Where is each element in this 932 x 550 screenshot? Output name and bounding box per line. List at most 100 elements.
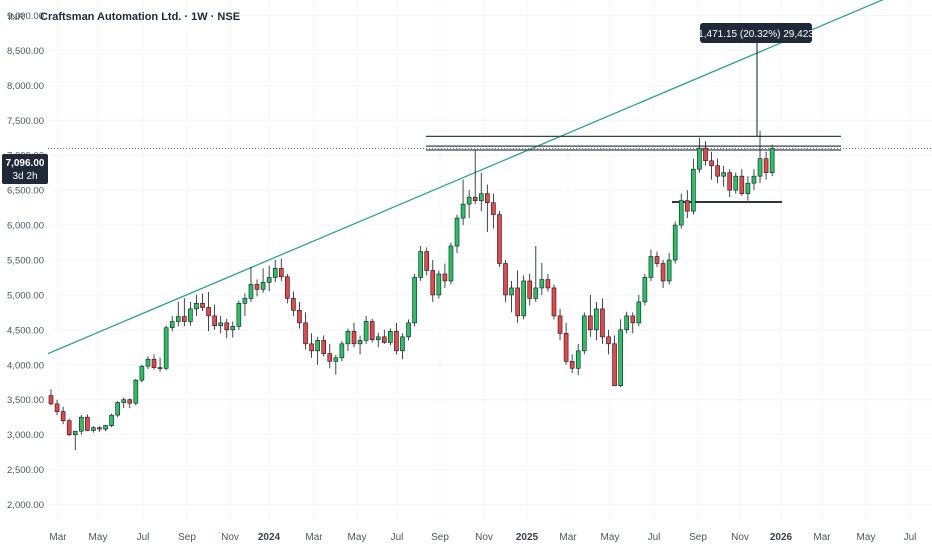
candle-body xyxy=(200,303,205,308)
candle-body xyxy=(763,158,769,173)
candle xyxy=(400,333,405,360)
candle-body xyxy=(606,336,611,345)
candle xyxy=(363,315,369,344)
time-tick-label: Nov xyxy=(221,532,239,543)
price-tick-label: 4,000.00 xyxy=(7,360,44,371)
candle-body xyxy=(91,427,96,431)
candle xyxy=(721,165,726,187)
candle xyxy=(79,415,84,435)
candle-body xyxy=(266,277,272,283)
candle xyxy=(260,268,266,293)
candle-body xyxy=(569,361,575,369)
price-tick-label: 8,500.00 xyxy=(7,46,44,57)
candle xyxy=(351,322,357,348)
candle xyxy=(54,399,60,416)
candle xyxy=(751,169,757,191)
candle-body xyxy=(648,256,654,278)
time-tick-label: Mar xyxy=(305,532,323,543)
candle xyxy=(763,151,769,180)
candle xyxy=(339,341,345,362)
candle xyxy=(678,193,684,229)
candle xyxy=(212,304,217,330)
candle xyxy=(600,298,605,344)
candle xyxy=(412,273,417,327)
candle xyxy=(563,322,569,365)
price-tick-label: 3,500.00 xyxy=(7,395,44,406)
candle xyxy=(497,211,502,267)
candle xyxy=(194,294,199,316)
candle-body xyxy=(145,358,151,367)
candle-body xyxy=(448,245,454,282)
candle-body xyxy=(224,322,230,331)
candle-body xyxy=(636,301,642,324)
measure-badge: 1,471.15 (20.32%) 29,423 xyxy=(698,23,814,43)
candle-body xyxy=(466,196,472,205)
candle xyxy=(624,311,630,334)
candle-body xyxy=(333,357,339,362)
candle xyxy=(485,184,490,233)
candle-body xyxy=(133,379,139,404)
time-tick-label: Jul xyxy=(391,532,404,543)
candle-body xyxy=(254,284,260,290)
candle xyxy=(503,260,508,302)
candle xyxy=(321,335,327,357)
candle xyxy=(527,273,533,306)
candle-body xyxy=(321,340,327,354)
countdown-label: 3d 2h xyxy=(12,171,37,182)
candle xyxy=(594,301,599,341)
candle xyxy=(315,336,320,365)
candle xyxy=(133,378,139,406)
candle-body xyxy=(594,308,599,331)
time-tick-label: Nov xyxy=(475,532,493,543)
candle xyxy=(551,284,557,320)
candle-body xyxy=(727,172,733,191)
candle-body xyxy=(509,287,514,296)
candle xyxy=(206,292,211,332)
candle xyxy=(642,273,648,306)
time-axis[interactable]: Mar May Jul Sep Nov 2024 Mar May Jul Sep Nov 2025 Ma… xyxy=(49,532,916,543)
candle xyxy=(636,294,642,327)
candle xyxy=(697,137,702,173)
candle xyxy=(151,354,157,370)
candle xyxy=(200,293,205,311)
candle xyxy=(285,273,290,304)
candle-body xyxy=(230,326,236,331)
candle-body xyxy=(588,315,593,331)
price-axis[interactable]: 2,000.00 2,500.00 3,000.00 3,500.00 4,000.00… xyxy=(7,11,44,511)
price-tick-label: 6,500.00 xyxy=(7,186,44,197)
candle-body xyxy=(303,322,308,345)
candle-body xyxy=(642,277,648,303)
candle xyxy=(278,258,284,281)
trendline[interactable] xyxy=(47,0,900,355)
candle-body xyxy=(139,365,145,381)
candle-body xyxy=(715,165,720,177)
candle xyxy=(145,356,151,369)
candle xyxy=(478,172,484,212)
time-tick-label: Sep xyxy=(431,532,449,543)
candle xyxy=(139,364,145,383)
candle xyxy=(175,301,181,327)
candle-body xyxy=(182,316,187,322)
candle-body xyxy=(745,182,751,194)
candle xyxy=(715,158,720,184)
candle xyxy=(163,325,169,371)
candles xyxy=(48,130,775,451)
candle xyxy=(381,329,387,344)
candle-body xyxy=(454,217,460,247)
candle xyxy=(230,321,236,338)
candle-body xyxy=(533,287,539,299)
candle-body xyxy=(297,310,302,324)
candle-body xyxy=(660,263,666,282)
candle xyxy=(406,319,411,341)
price-tick-label: 2,500.00 xyxy=(7,465,44,476)
candle-body xyxy=(418,251,423,278)
candle-body xyxy=(79,416,84,432)
candle xyxy=(569,354,575,374)
candle-body xyxy=(684,200,690,212)
time-tick-label: 2025 xyxy=(516,532,539,543)
time-tick-label: Sep xyxy=(689,532,707,543)
candle-body xyxy=(194,303,199,310)
candle-body xyxy=(260,282,266,290)
candle xyxy=(666,253,672,285)
